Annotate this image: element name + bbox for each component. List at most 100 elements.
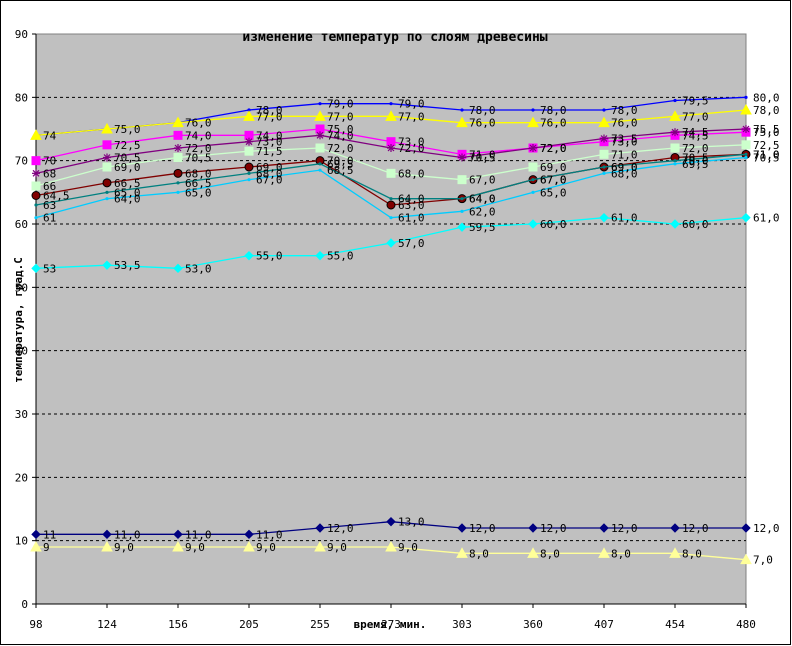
data-point [244, 146, 254, 156]
data-point [34, 203, 38, 207]
data-point [602, 171, 606, 175]
x-tick-label: 98 [29, 618, 42, 631]
data-label: 57,0 [398, 237, 425, 250]
data-label: 79,0 [327, 98, 354, 111]
series-line [30, 540, 752, 565]
data-label: 7,0 [753, 554, 773, 567]
data-label: 9 [43, 541, 50, 554]
data-label: 12,0 [682, 522, 709, 535]
data-point [598, 116, 610, 128]
data-label: 9,0 [114, 541, 134, 554]
x-tick-label: 454 [665, 618, 685, 631]
data-point [315, 250, 325, 261]
data-point [244, 250, 254, 261]
plot-area [35, 33, 747, 605]
data-point [528, 162, 538, 172]
data-label: 74 [43, 129, 57, 142]
data-point [318, 168, 322, 172]
data-label: 64,0 [469, 193, 496, 206]
data-label: 70,5 [753, 152, 780, 165]
y-axis-title: температура, град.С [12, 257, 25, 383]
data-label: 69,0 [611, 161, 638, 174]
y-tick-label: 40 [15, 345, 28, 358]
data-label: 74,0 [327, 129, 354, 142]
data-point [389, 102, 393, 106]
data-point [105, 190, 109, 194]
data-point [244, 162, 254, 172]
data-point [105, 197, 109, 201]
x-axis-title: время, мин. [354, 618, 427, 631]
data-label: 53 [43, 262, 56, 275]
data-point [527, 116, 539, 128]
data-point [598, 547, 610, 558]
data-point [102, 162, 112, 172]
data-point [740, 553, 752, 565]
data-point [385, 110, 397, 121]
data-point [529, 144, 537, 152]
y-tick-label: 90 [15, 28, 28, 41]
data-label: 63,0 [398, 199, 425, 212]
data-point [527, 547, 539, 558]
data-label: 12,0 [469, 522, 496, 535]
data-label: 69,0 [611, 161, 638, 174]
data-label: 68,0 [185, 167, 212, 180]
data-point [744, 155, 748, 160]
data-label: 75,0 [327, 123, 354, 136]
data-point [744, 95, 748, 99]
data-label: 61,0 [753, 212, 780, 225]
data-point [31, 529, 41, 540]
data-label: 74,0 [185, 129, 212, 142]
data-point [741, 523, 751, 533]
data-label: 71,0 [469, 148, 496, 161]
y-tick-label: 80 [15, 91, 28, 104]
data-label: 72,5 [114, 139, 141, 152]
data-point [602, 108, 606, 112]
data-point [673, 162, 677, 166]
data-label: 69,5 [682, 158, 709, 171]
data-label: 9,0 [185, 541, 205, 554]
data-label: 68,0 [611, 167, 638, 180]
data-point [31, 263, 41, 274]
data-label: 76,0 [611, 117, 638, 130]
data-label: 69,0 [114, 161, 141, 174]
data-point [389, 197, 393, 201]
x-tick-label: 156 [168, 618, 188, 631]
data-label: 76,0 [540, 117, 567, 130]
data-label: 9,0 [256, 541, 276, 554]
data-point [32, 169, 40, 178]
data-label: 67,0 [540, 174, 567, 187]
data-point [244, 529, 254, 540]
data-label: 74,5 [682, 129, 709, 142]
data-label: 53,5 [114, 259, 141, 272]
data-label: 70 [43, 155, 56, 168]
data-label: 71,0 [753, 148, 780, 161]
data-label: 75,0 [114, 123, 141, 136]
data-label: 64,0 [469, 193, 496, 206]
data-label: 72,0 [185, 142, 212, 155]
data-point [102, 140, 112, 150]
data-point [102, 178, 112, 188]
data-label: 65,0 [185, 186, 212, 199]
data-point [673, 98, 677, 103]
data-point [173, 153, 183, 162]
data-label: 55,0 [327, 250, 354, 263]
data-label: 65,0 [540, 186, 567, 199]
x-axis: 98 124 156 205 255 273 303 360 407 454 480 [29, 603, 756, 631]
data-point [457, 523, 467, 533]
data-point [457, 175, 467, 185]
series-line [34, 152, 748, 207]
data-label: 59,5 [469, 221, 496, 234]
data-point [247, 108, 251, 112]
data-label: 62,0 [469, 205, 496, 218]
data-point [34, 216, 38, 220]
data-point [172, 540, 184, 552]
x-tick-label: 407 [594, 618, 614, 631]
data-label: 55,0 [256, 250, 283, 263]
x-tick-label: 273 [381, 618, 401, 631]
data-point [173, 529, 183, 540]
series-line [32, 125, 750, 178]
data-point [531, 108, 535, 112]
data-label: 73,0 [398, 136, 425, 149]
data-label: 11 [43, 528, 56, 541]
